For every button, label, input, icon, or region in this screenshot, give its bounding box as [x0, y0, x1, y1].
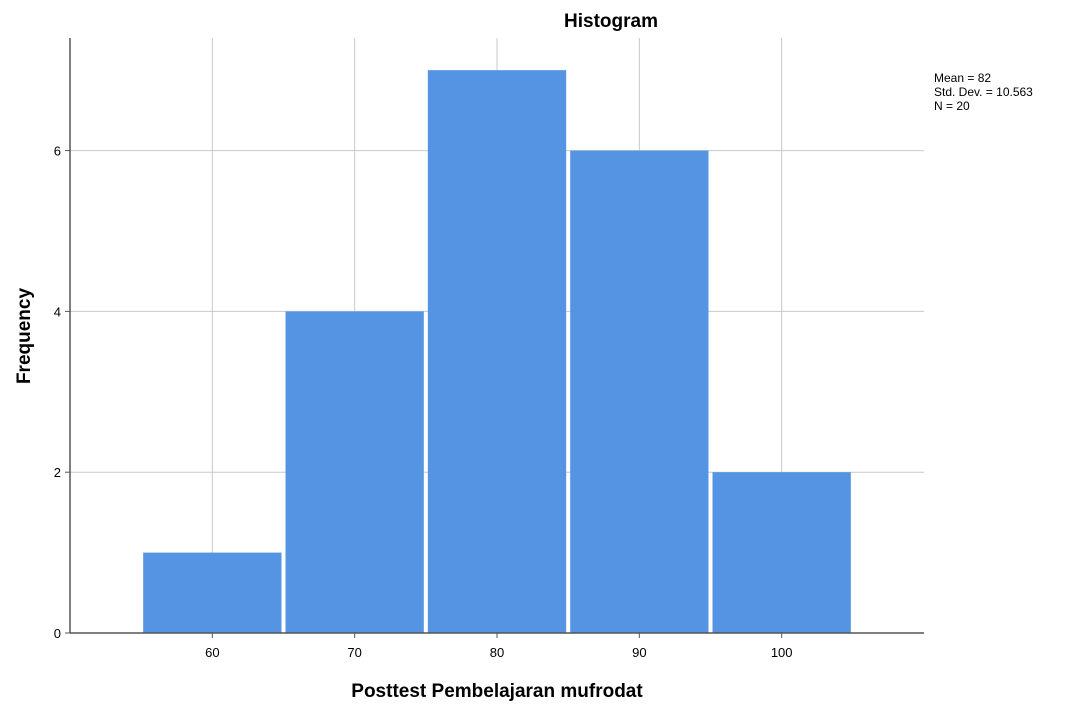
stats-legend: Mean = 82 Std. Dev. = 10.563 N = 20	[934, 71, 1033, 113]
histogram-bar	[143, 552, 282, 633]
histogram-bar	[427, 70, 567, 633]
x-tick-label: 100	[771, 645, 793, 660]
y-axis-label: Frequency	[14, 288, 35, 385]
bars	[143, 70, 851, 633]
stats-n: N = 20	[934, 99, 970, 113]
histogram-bar	[570, 150, 709, 633]
histogram-bar	[285, 311, 424, 633]
axes	[65, 38, 924, 638]
y-tick-label: 0	[54, 626, 61, 641]
x-tick-label: 70	[347, 645, 361, 660]
tick-labels: 0 2 4 6 60 70 80 90 100	[54, 144, 793, 660]
stats-std-dev: Std. Dev. = 10.563	[934, 85, 1033, 99]
x-axis-label: Posttest Pembelajaran mufrodat	[351, 681, 643, 702]
y-tick-label: 2	[54, 465, 61, 480]
stats-mean: Mean = 82	[934, 71, 991, 85]
y-tick-label: 6	[54, 144, 61, 159]
x-tick-label: 90	[632, 645, 646, 660]
histogram-bar	[712, 472, 851, 633]
y-tick-label: 4	[54, 304, 61, 319]
x-tick-label: 80	[490, 645, 504, 660]
x-tick-label: 60	[205, 645, 219, 660]
chart-title: Histogram	[564, 11, 658, 32]
